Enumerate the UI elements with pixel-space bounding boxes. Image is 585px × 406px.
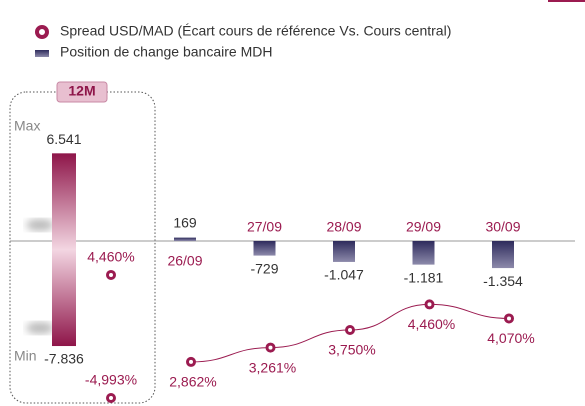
legend-marker [35,50,49,57]
bar-value: -729 [250,260,278,276]
bar [492,241,514,269]
bar [253,241,276,256]
spread-label: 4,070% [487,330,534,346]
x-tick-label: 26/09 [167,253,202,269]
x-tick-label: 29/09 [406,219,441,235]
range-spread-point [106,393,116,404]
bar-value: -1.181 [404,269,444,285]
range-value: 6.541 [46,131,81,147]
bar [174,237,196,241]
spread-label: 2,862% [169,374,216,390]
legend-label: Position de change bancaire MDH [60,44,272,60]
range-value: -7.836 [44,351,84,367]
spread-label: 3,750% [328,342,375,358]
x-tick-label: 28/09 [326,219,361,235]
shadow [26,219,54,231]
spread-label: 4,460% [408,316,455,332]
range-max-label: Max [14,118,40,134]
spread-point [504,313,514,324]
range-bar [52,153,76,347]
range-spread-label: -4,993% [85,372,137,388]
bar-value: -1.354 [483,273,523,289]
range-spread-point [106,269,116,280]
spread-point [186,356,196,367]
range-label: 12M [68,83,95,99]
legend-marker [35,25,49,39]
bar [333,241,355,262]
range-spread-label: 4,460% [87,249,134,265]
bar [412,241,435,265]
bar-value: 169 [173,214,197,230]
spread-point [424,299,435,310]
bar-value: -1.047 [324,267,364,283]
spread-point [265,342,276,353]
shadow [26,322,54,334]
spread-point [345,324,355,335]
range-badge [56,81,108,103]
legend-label: Spread USD/MAD (Écart cours de référence… [60,23,451,39]
x-tick-label: 27/09 [247,219,282,235]
x-tick-label: 30/09 [485,219,520,235]
spread-label: 3,261% [249,359,296,375]
range-min-label: Min [14,348,37,364]
